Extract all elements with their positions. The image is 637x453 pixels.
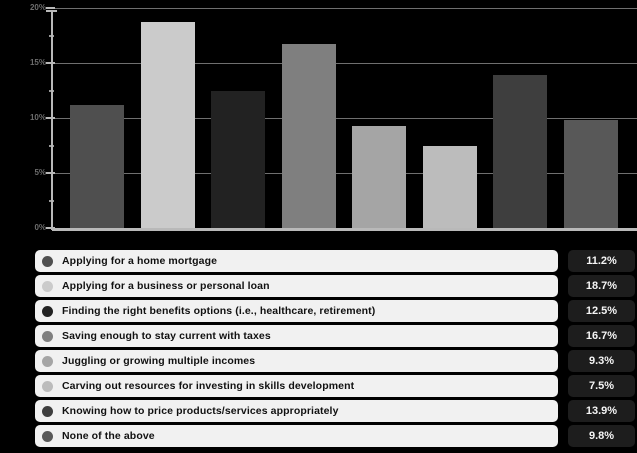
legend-value-box: 9.8% [568,425,635,447]
legend-row-6: Carving out resources for investing in s… [35,375,635,397]
legend-value-box: 13.9% [568,400,635,422]
legend-label-box: Finding the right benefits options (i.e.… [35,300,558,322]
legend-row-2: Applying for a business or personal loan… [35,275,635,297]
bar-2 [140,22,195,228]
y-tick-label: 5% [34,168,46,177]
legend-color-dot-icon [42,355,53,367]
legend-label-box: Juggling or growing multiple incomes [35,350,558,372]
x-axis-baseline [52,228,637,231]
legend-label-text: Applying for a home mortgage [62,255,218,267]
y-tick-label: 0% [34,223,46,232]
legend-color-dot-icon [42,305,53,317]
legend-value-text: 9.8% [588,430,615,442]
legend-color-dot-icon [42,430,53,442]
y-major-tick [46,227,55,229]
legend-value-text: 13.9% [585,405,618,417]
legend-label-box: Applying for a home mortgage [35,250,558,272]
legend-row-8: None of the above 9.8% [35,425,635,447]
legend-color-dot-icon [42,405,53,417]
legend-row-1: Applying for a home mortgage 11.2% [35,250,635,272]
legend-label-text: Carving out resources for investing in s… [62,380,355,392]
y-tick-label: 10% [29,113,46,122]
legend-label-box: Saving enough to stay current with taxes [35,325,558,347]
legend-value-box: 7.5% [568,375,635,397]
legend-value-text: 11.2% [586,255,617,267]
gridline-15% [52,63,637,64]
legend-label-box: Carving out resources for investing in s… [35,375,558,397]
bar-3 [211,90,265,228]
bar-6 [422,145,477,228]
legend-value-box: 11.2% [568,250,635,272]
legend-label-text: Knowing how to price products/services a… [62,405,339,417]
legend-color-dot-icon [42,380,53,392]
bar-1 [70,104,124,228]
legend-value-text: 7.5% [588,380,615,392]
bar-4 [281,44,336,228]
y-tick-label: 15% [29,58,46,67]
y-major-tick [46,62,55,64]
gridline-5% [52,173,637,174]
legend-table: Applying for a home mortgage 11.2% Applyin… [35,250,635,447]
legend-value-text: 18.7% [585,280,618,292]
legend-row-7: Knowing how to price products/services a… [35,400,635,422]
bar-5 [352,125,406,228]
gridline-20% [52,8,637,9]
y-tick-label: 20% [29,3,46,12]
y-axis-line [51,10,53,230]
bar-7 [493,75,547,228]
legend-value-text: 12.5% [585,305,618,317]
legend-value-box: 9.3% [568,350,635,372]
legend-color-dot-icon [42,280,53,292]
y-major-tick [46,172,55,174]
legend-color-dot-icon [42,255,53,267]
legend-label-box: None of the above [35,425,558,447]
legend-row-4: Saving enough to stay current with taxes… [35,325,635,347]
legend-label-text: Finding the right benefits options (i.e.… [62,305,376,317]
legend-value-box: 16.7% [568,325,635,347]
legend-label-text: Saving enough to stay current with taxes [62,330,271,342]
legend-row-3: Finding the right benefits options (i.e.… [35,300,635,322]
y-major-tick [46,7,55,9]
y-major-tick [46,117,55,119]
legend-value-box: 18.7% [568,275,635,297]
legend-row-5: Juggling or growing multiple incomes 9.3% [35,350,635,372]
bar-8 [563,120,618,228]
legend-value-box: 12.5% [568,300,635,322]
legend-value-text: 16.7% [585,330,618,342]
legend-color-dot-icon [42,330,53,342]
legend-label-box: Applying for a business or personal loan [35,275,558,297]
gridline-10% [52,118,637,119]
legend-label-box: Knowing how to price products/services a… [35,400,558,422]
legend-label-text: Applying for a business or personal loan [62,280,270,292]
legend-value-text: 9.3% [588,355,615,367]
y-axis-top-cap [46,10,57,12]
legend-label-text: None of the above [62,430,155,442]
legend-label-text: Juggling or growing multiple incomes [62,355,256,367]
